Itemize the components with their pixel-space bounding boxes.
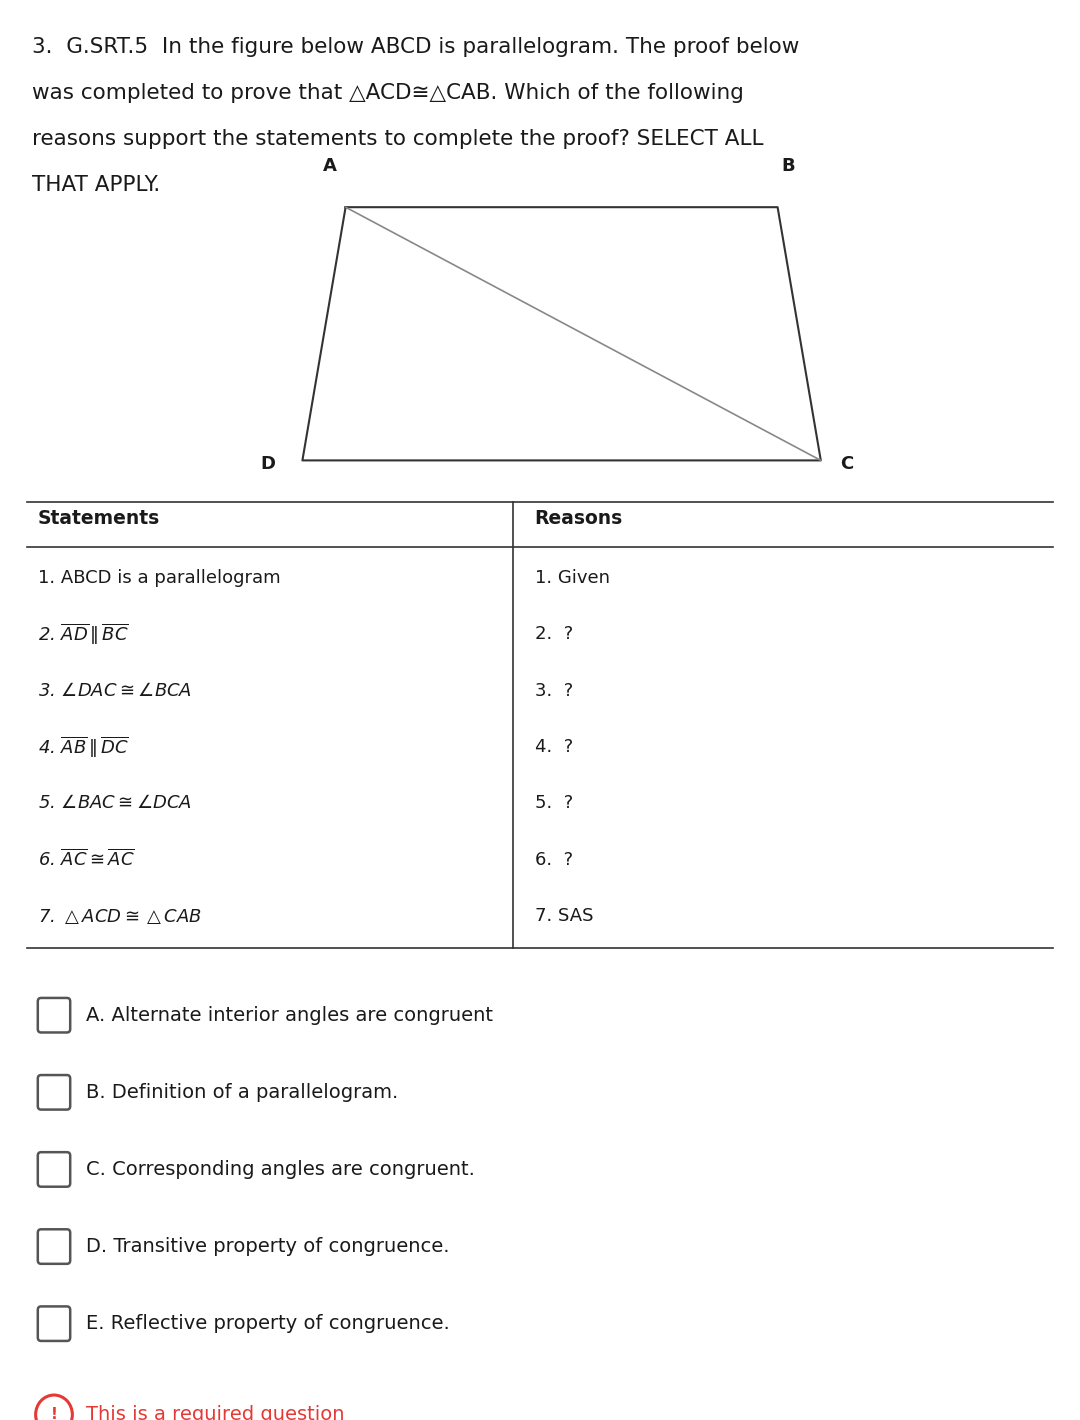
Text: 7. SAS: 7. SAS	[535, 907, 593, 926]
Text: This is a required question: This is a required question	[86, 1406, 345, 1420]
Text: reasons support the statements to complete the proof? SELECT ALL: reasons support the statements to comple…	[32, 129, 764, 149]
FancyBboxPatch shape	[38, 1230, 70, 1264]
FancyBboxPatch shape	[38, 1152, 70, 1187]
Text: 5. $\angle BAC \cong \angle DCA$: 5. $\angle BAC \cong \angle DCA$	[38, 794, 192, 812]
Text: B. Definition of a parallelogram.: B. Definition of a parallelogram.	[86, 1083, 399, 1102]
Text: 4.  ?: 4. ?	[535, 738, 572, 755]
Text: E. Reflective property of congruence.: E. Reflective property of congruence.	[86, 1314, 450, 1333]
Text: !: !	[51, 1407, 57, 1420]
Text: 1. ABCD is a parallelogram: 1. ABCD is a parallelogram	[38, 569, 281, 586]
Text: 5.  ?: 5. ?	[535, 794, 572, 812]
Text: D. Transitive property of congruence.: D. Transitive property of congruence.	[86, 1237, 450, 1257]
Text: 4. $\overline{AB}\,\|\,\overline{DC}$: 4. $\overline{AB}\,\|\,\overline{DC}$	[38, 734, 129, 760]
Text: Statements: Statements	[38, 508, 160, 528]
Text: 7. $\triangle ACD \cong \triangle CAB$: 7. $\triangle ACD \cong \triangle CAB$	[38, 906, 201, 926]
Text: 3.  G.SRT.5  In the figure below ABCD is parallelogram. The proof below: 3. G.SRT.5 In the figure below ABCD is p…	[32, 37, 800, 57]
FancyBboxPatch shape	[38, 1075, 70, 1109]
Circle shape	[36, 1394, 72, 1420]
Text: 3. $\angle DAC \cong \angle BCA$: 3. $\angle DAC \cong \angle BCA$	[38, 682, 192, 700]
Text: 3.  ?: 3. ?	[535, 682, 572, 700]
FancyBboxPatch shape	[38, 1306, 70, 1340]
Text: was completed to prove that △ACD≅△CAB. Which of the following: was completed to prove that △ACD≅△CAB. W…	[32, 82, 744, 102]
Text: 6. $\overline{AC} \cong \overline{AC}$: 6. $\overline{AC} \cong \overline{AC}$	[38, 849, 135, 870]
Text: C: C	[840, 454, 853, 473]
Text: D: D	[260, 454, 275, 473]
Text: C. Corresponding angles are congruent.: C. Corresponding angles are congruent.	[86, 1160, 475, 1179]
Text: B: B	[782, 158, 795, 175]
FancyBboxPatch shape	[38, 998, 70, 1032]
Text: 6.  ?: 6. ?	[535, 851, 572, 869]
Text: 1. Given: 1. Given	[535, 569, 609, 586]
Text: 2. $\overline{AD}\,\|\,\overline{BC}$: 2. $\overline{AD}\,\|\,\overline{BC}$	[38, 622, 129, 648]
Text: 2.  ?: 2. ?	[535, 625, 572, 643]
Text: A: A	[323, 158, 336, 175]
Text: THAT APPLY.: THAT APPLY.	[32, 175, 161, 195]
Text: Reasons: Reasons	[535, 508, 623, 528]
Text: A. Alternate interior angles are congruent: A. Alternate interior angles are congrue…	[86, 1005, 494, 1025]
